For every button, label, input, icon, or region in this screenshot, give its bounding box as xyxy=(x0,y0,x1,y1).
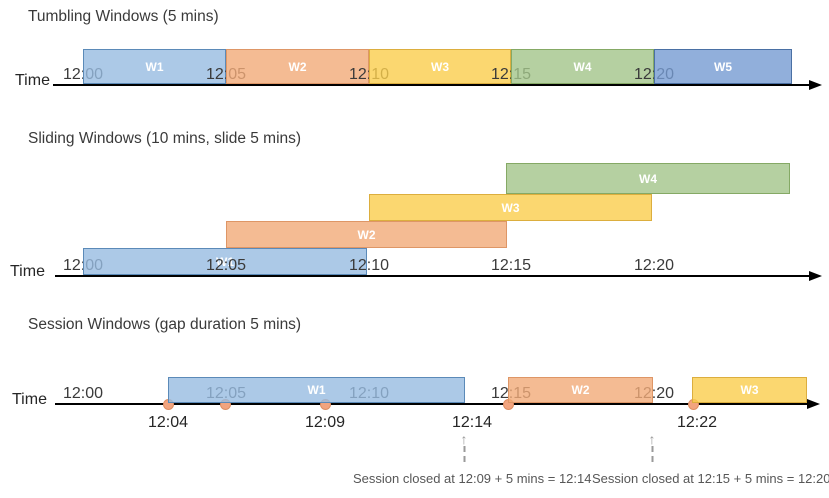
dashed-line xyxy=(463,446,465,462)
window-label: W4 xyxy=(573,59,592,74)
window-label: W3 xyxy=(431,59,449,74)
window-label: W1 xyxy=(216,254,234,269)
time-axis-label: Time xyxy=(10,263,45,280)
time-axis-line xyxy=(55,275,809,277)
axis-arrowhead-icon xyxy=(807,399,820,409)
time-axis-line xyxy=(53,84,809,86)
arrow-up-head-icon: ↑ xyxy=(460,431,468,447)
event-time-label: 12:04 xyxy=(147,414,189,431)
window-label: W3 xyxy=(740,383,759,397)
window-box: W1 xyxy=(83,49,226,84)
time-tick-label: 12:15 xyxy=(490,257,532,274)
time-tick-label: 12:00 xyxy=(62,385,104,402)
dashed-up-arrow-icon: ↑ xyxy=(460,431,468,462)
session-section-title: Session Windows (gap duration 5 mins) xyxy=(28,316,302,333)
event-time-label: 12:22 xyxy=(676,414,718,431)
window-box: W3 xyxy=(692,377,807,403)
window-box: W1 xyxy=(168,377,465,403)
window-box: W2 xyxy=(226,221,507,248)
window-box: W3 xyxy=(369,194,652,221)
window-box: W1 xyxy=(83,248,367,275)
window-box: W4 xyxy=(506,163,790,194)
axis-arrowhead-icon xyxy=(809,271,822,281)
window-label: W5 xyxy=(714,59,732,74)
sliding-section-title: Sliding Windows (10 mins, slide 5 mins) xyxy=(28,130,302,147)
tumbling-section-title: Tumbling Windows (5 mins) xyxy=(28,8,219,25)
window-box: W2 xyxy=(226,49,369,84)
event-time-label: 12:09 xyxy=(304,414,346,431)
window-label: W1 xyxy=(145,59,164,74)
arrow-up-head-icon: ↑ xyxy=(648,431,656,447)
axis-arrowhead-icon xyxy=(809,80,822,90)
dashed-line xyxy=(651,446,653,462)
event-time-label: 12:14 xyxy=(451,414,493,431)
window-label: W2 xyxy=(288,59,307,74)
window-label: W1 xyxy=(307,383,326,397)
window-box: W4 xyxy=(511,49,654,84)
session-close-annotation: Session closed at 12:15 + 5 mins = 12:20 xyxy=(592,471,829,486)
time-tick-label: 12:10 xyxy=(348,257,390,274)
dashed-up-arrow-icon: ↑ xyxy=(648,431,656,462)
window-label: W2 xyxy=(571,383,590,397)
window-box: W3 xyxy=(369,49,511,84)
window-label: W3 xyxy=(501,200,520,215)
window-box: W5 xyxy=(654,49,792,84)
window-label: W2 xyxy=(357,227,376,242)
time-axis-label: Time xyxy=(12,391,47,408)
window-box: W2 xyxy=(508,377,653,403)
time-tick-label: 12:20 xyxy=(633,257,675,274)
time-axis-label: Time xyxy=(15,72,50,89)
session-close-annotation: Session closed at 12:09 + 5 mins = 12:14 xyxy=(353,471,592,486)
window-label: W4 xyxy=(639,171,657,186)
time-tick-label: 12:05 xyxy=(205,257,247,274)
time-axis-line xyxy=(55,403,807,405)
